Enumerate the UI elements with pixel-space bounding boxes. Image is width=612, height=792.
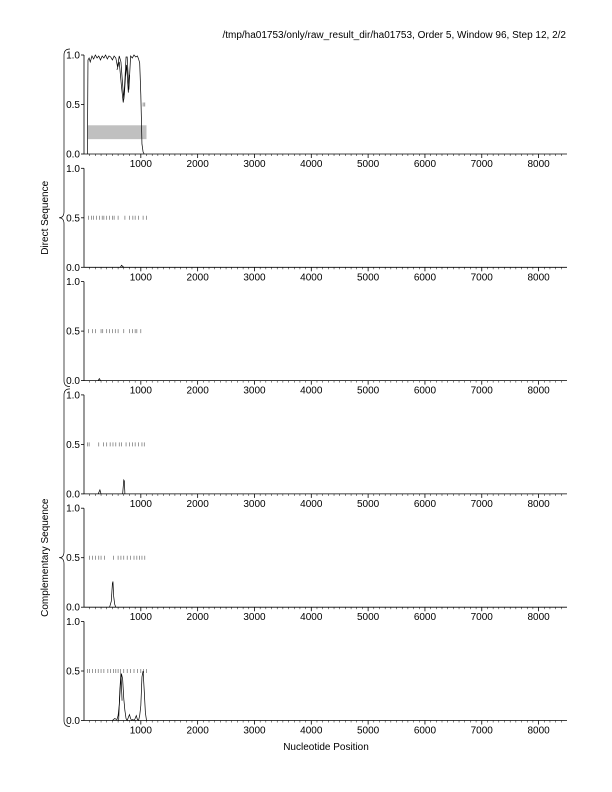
x-tick-label: 1000 [130, 726, 153, 737]
x-tick-label: 6000 [414, 612, 437, 623]
x-tick-label: 7000 [471, 159, 494, 170]
x-tick-label: 4000 [300, 499, 323, 510]
x-tick-label: 3000 [243, 272, 266, 283]
x-tick-label: 4000 [300, 272, 323, 283]
x-tick-label: 1000 [130, 499, 153, 510]
x-tick-label: 6000 [414, 499, 437, 510]
x-tick-label: 7000 [471, 612, 494, 623]
y-tick-label: 0.5 [66, 327, 80, 338]
panel-1: 0.0 0.5 1.0 1000 2000 3000 4000 5000 6000 7000 800… [66, 51, 567, 170]
y-tick-label: 1.0 [66, 504, 80, 515]
x-tick-label: 5000 [357, 499, 380, 510]
x-axis-title: Nucleotide Position [283, 742, 369, 753]
y-tick-label: 1.0 [66, 617, 80, 628]
group-bracket [58, 48, 71, 387]
y-tick-label: 0.5 [66, 667, 80, 678]
x-tick-label: 6000 [414, 726, 437, 737]
x-tick-label: 5000 [357, 386, 380, 397]
x-tick-label: 5000 [357, 726, 380, 737]
series-line [97, 488, 102, 495]
x-tick-label: 3000 [243, 386, 266, 397]
series-line [122, 478, 126, 494]
x-tick-label: 7000 [471, 726, 494, 737]
y-tick-label: 1.0 [66, 51, 80, 62]
x-tick-label: 5000 [357, 612, 380, 623]
x-tick-label: 5000 [357, 159, 380, 170]
y-tick-label: 1.0 [66, 277, 80, 288]
panel-2: 0.0 0.5 1.0 1000 2000 3000 4000 5000 6000 7000 800… [66, 164, 567, 283]
x-tick-label: 3000 [243, 612, 266, 623]
group-label: Complementary Sequence [40, 498, 51, 617]
y-tick-label: 1.0 [66, 164, 80, 175]
y-tick-label: 1.0 [66, 390, 80, 401]
x-tick-label: 8000 [527, 726, 550, 737]
x-tick-label: 5000 [357, 272, 380, 283]
series-line [97, 377, 101, 381]
y-tick-label: 0.0 [66, 150, 80, 161]
x-tick-label: 2000 [187, 159, 210, 170]
x-tick-label: 1000 [130, 272, 153, 283]
panel-group: 0.0 0.5 1.0 1000 2000 3000 4000 5000 6000 7000 800… [66, 51, 567, 737]
x-tick-label: 1000 [130, 159, 153, 170]
y-tick-label: 0.0 [66, 489, 80, 500]
x-tick-label: 4000 [300, 386, 323, 397]
x-tick-label: 4000 [300, 726, 323, 737]
x-tick-label: 7000 [471, 499, 494, 510]
x-tick-label: 4000 [300, 159, 323, 170]
panel-6: 0.0 0.5 1.0 1000 2000 3000 4000 5000 6000 7000 800… [66, 617, 567, 737]
x-tick-label: 6000 [414, 272, 437, 283]
bracket-group: Direct Sequence Complementary Sequence [40, 48, 71, 727]
panel-5: 0.0 0.5 1.0 1000 2000 3000 4000 5000 6000 7000 800… [66, 504, 567, 623]
y-tick-label: 0.0 [66, 376, 80, 387]
group-bracket [58, 388, 71, 727]
x-tick-label: 6000 [414, 386, 437, 397]
x-tick-label: 3000 [243, 726, 266, 737]
y-tick-label: 0.5 [66, 553, 80, 564]
y-tick-label: 0.5 [66, 100, 80, 111]
series-line [118, 672, 123, 721]
x-tick-label: 8000 [527, 272, 550, 283]
shaded-region [87, 125, 147, 140]
x-tick-label: 7000 [471, 272, 494, 283]
y-tick-label: 0.5 [66, 213, 80, 224]
x-tick-label: 2000 [187, 726, 210, 737]
x-tick-label: 7000 [471, 386, 494, 397]
series-line [116, 61, 130, 103]
series-line [109, 581, 117, 608]
x-tick-label: 1000 [130, 612, 153, 623]
x-tick-label: 8000 [527, 612, 550, 623]
series-line [120, 264, 125, 268]
panel-3: 0.0 0.5 1.0 1000 2000 3000 4000 5000 6000 7000 800… [66, 277, 567, 397]
y-tick-label: 0.0 [66, 716, 80, 727]
x-tick-label: 2000 [187, 499, 210, 510]
y-tick-label: 0.0 [66, 263, 80, 274]
x-tick-label: 2000 [187, 272, 210, 283]
x-tick-label: 2000 [187, 612, 210, 623]
x-tick-label: 8000 [527, 499, 550, 510]
x-tick-label: 1000 [130, 386, 153, 397]
group-label: Direct Sequence [40, 180, 51, 254]
y-tick-label: 0.0 [66, 603, 80, 614]
x-tick-label: 8000 [527, 159, 550, 170]
x-tick-label: 3000 [243, 499, 266, 510]
x-tick-label: 8000 [527, 386, 550, 397]
panel-4: 0.0 0.5 1.0 1000 2000 3000 4000 5000 6000 7000 800… [66, 390, 567, 510]
series-line [112, 670, 147, 722]
x-tick-label: 3000 [243, 159, 266, 170]
y-tick-label: 0.5 [66, 440, 80, 451]
figure-title: /tmp/ha01753/only/raw_result_dir/ha01753… [222, 30, 566, 41]
x-tick-label: 6000 [414, 159, 437, 170]
x-tick-label: 2000 [187, 386, 210, 397]
x-tick-label: 4000 [300, 612, 323, 623]
